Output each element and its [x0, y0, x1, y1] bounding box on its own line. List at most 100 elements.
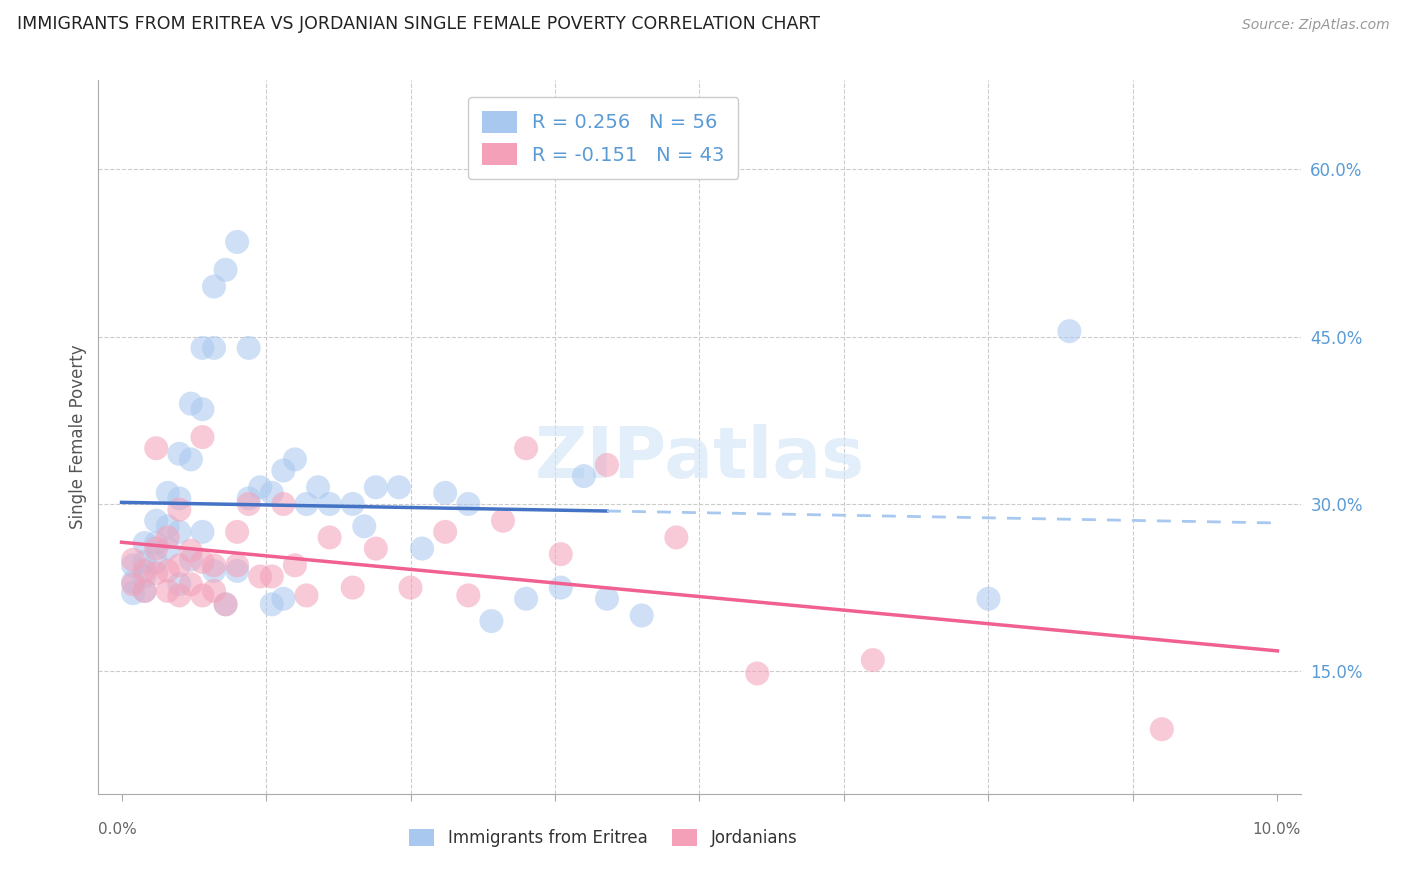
- Point: [214, 263, 236, 277]
- Point: [191, 341, 214, 355]
- Point: [226, 558, 249, 573]
- Point: [226, 524, 249, 539]
- Point: [145, 442, 167, 455]
- Point: [238, 497, 260, 511]
- Point: [169, 524, 191, 539]
- Point: [249, 569, 271, 583]
- Text: 10.0%: 10.0%: [1253, 822, 1301, 837]
- Point: [156, 583, 179, 598]
- Point: [122, 552, 145, 567]
- Point: [1059, 324, 1081, 338]
- Point: [411, 541, 433, 556]
- Point: [492, 514, 515, 528]
- Point: [457, 589, 479, 603]
- Point: [238, 341, 260, 355]
- Point: [156, 485, 179, 500]
- Point: [260, 569, 283, 583]
- Point: [295, 589, 318, 603]
- Point: [238, 491, 260, 506]
- Point: [180, 396, 202, 410]
- Point: [318, 497, 340, 511]
- Point: [180, 543, 202, 558]
- Point: [515, 442, 537, 455]
- Point: [145, 555, 167, 569]
- Point: [596, 458, 619, 472]
- Point: [214, 598, 236, 612]
- Point: [273, 464, 295, 478]
- Point: [481, 614, 503, 628]
- Point: [260, 598, 283, 612]
- Point: [134, 583, 156, 598]
- Text: 0.0%: 0.0%: [98, 822, 138, 837]
- Point: [180, 452, 202, 467]
- Point: [156, 530, 179, 544]
- Point: [596, 591, 619, 606]
- Point: [249, 480, 271, 494]
- Point: [318, 530, 340, 544]
- Point: [284, 452, 307, 467]
- Point: [145, 541, 167, 556]
- Text: IMMIGRANTS FROM ERITREA VS JORDANIAN SINGLE FEMALE POVERTY CORRELATION CHART: IMMIGRANTS FROM ERITREA VS JORDANIAN SIN…: [17, 14, 820, 32]
- Point: [134, 583, 156, 598]
- Point: [191, 430, 214, 444]
- Point: [191, 402, 214, 417]
- Point: [862, 653, 884, 667]
- Point: [169, 589, 191, 603]
- Point: [572, 469, 595, 483]
- Point: [156, 519, 179, 533]
- Point: [191, 524, 214, 539]
- Point: [214, 598, 236, 612]
- Point: [169, 491, 191, 506]
- Point: [353, 519, 375, 533]
- Point: [284, 558, 307, 573]
- Point: [342, 497, 364, 511]
- Point: [1150, 723, 1173, 737]
- Point: [145, 514, 167, 528]
- Y-axis label: Single Female Poverty: Single Female Poverty: [69, 345, 87, 529]
- Point: [122, 575, 145, 590]
- Legend: Immigrants from Eritrea, Jordanians: Immigrants from Eritrea, Jordanians: [402, 822, 804, 854]
- Point: [977, 591, 1000, 606]
- Point: [202, 583, 225, 598]
- Point: [134, 536, 156, 550]
- Point: [399, 581, 422, 595]
- Point: [134, 564, 156, 578]
- Point: [550, 581, 572, 595]
- Point: [434, 524, 457, 539]
- Point: [434, 485, 457, 500]
- Point: [364, 480, 387, 494]
- Point: [156, 564, 179, 578]
- Point: [260, 485, 283, 500]
- Point: [169, 447, 191, 461]
- Point: [202, 279, 225, 293]
- Point: [388, 480, 411, 494]
- Point: [191, 589, 214, 603]
- Point: [156, 541, 179, 556]
- Point: [180, 552, 202, 567]
- Point: [226, 564, 249, 578]
- Point: [202, 341, 225, 355]
- Text: Source: ZipAtlas.com: Source: ZipAtlas.com: [1241, 18, 1389, 31]
- Point: [202, 564, 225, 578]
- Text: ZIPatlas: ZIPatlas: [534, 424, 865, 493]
- Point: [273, 497, 295, 511]
- Point: [145, 566, 167, 581]
- Point: [122, 577, 145, 591]
- Point: [145, 536, 167, 550]
- Point: [202, 558, 225, 573]
- Point: [134, 569, 156, 583]
- Point: [307, 480, 329, 494]
- Point: [180, 577, 202, 591]
- Point: [295, 497, 318, 511]
- Point: [226, 235, 249, 249]
- Point: [122, 558, 145, 573]
- Point: [169, 577, 191, 591]
- Point: [191, 555, 214, 569]
- Point: [665, 530, 688, 544]
- Point: [122, 586, 145, 600]
- Point: [169, 558, 191, 573]
- Point: [515, 591, 537, 606]
- Point: [364, 541, 387, 556]
- Point: [550, 547, 572, 561]
- Point: [457, 497, 479, 511]
